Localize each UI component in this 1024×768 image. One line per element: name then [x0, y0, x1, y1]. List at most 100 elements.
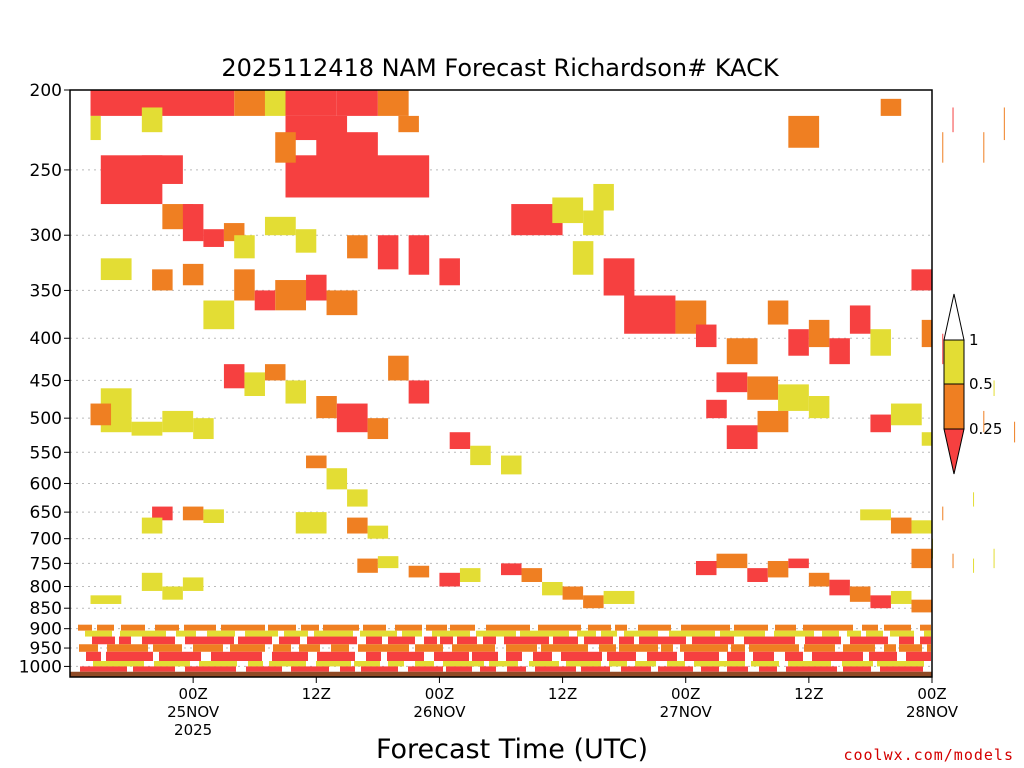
pbl-band-segment	[843, 644, 875, 652]
heatmap-cell	[1014, 421, 1016, 443]
heatmap-cell	[193, 418, 214, 440]
pbl-band-segment	[880, 666, 923, 672]
heatmap-cell	[234, 235, 255, 259]
pbl-band-segment	[284, 630, 308, 637]
pbl-band-segment	[211, 651, 262, 662]
pbl-band-segment	[78, 624, 92, 631]
heatmap-cell	[726, 425, 758, 450]
pbl-band-segment	[314, 630, 353, 637]
heatmap-cell	[162, 586, 183, 600]
pbl-band-segment	[199, 661, 237, 667]
heatmap-cell	[952, 107, 954, 133]
pbl-band-segment	[415, 661, 434, 667]
pbl-band-segment	[457, 636, 477, 645]
x-tick-label: 12Z	[548, 685, 577, 703]
pbl-band-segment	[153, 644, 182, 652]
x-tick-label: 00Z	[178, 685, 207, 703]
pbl-band-segment	[884, 644, 896, 652]
heatmap-cell	[890, 403, 922, 426]
heatmap-cell	[234, 269, 255, 301]
pbl-band-segment	[142, 636, 175, 645]
pbl-band-segment	[387, 651, 424, 662]
y-tick-label: 600	[30, 474, 62, 494]
pbl-band-segment	[658, 666, 693, 672]
y-tick-label: 350	[30, 281, 62, 301]
pbl-band-segment	[609, 661, 627, 667]
grid-lines	[70, 169, 932, 667]
heatmap-cell	[254, 290, 276, 311]
pbl-band-segment	[507, 666, 526, 672]
pbl-band-segment	[899, 644, 922, 652]
pbl-band-segment	[774, 630, 814, 637]
y-tick-label: 900	[30, 620, 62, 640]
colorbar-label: 1	[969, 331, 979, 349]
heatmap-cell	[911, 269, 932, 291]
heatmap-cell	[880, 98, 902, 116]
heatmap-cell	[747, 568, 768, 582]
pbl-band-segment	[443, 661, 484, 667]
pbl-band-segment	[97, 624, 114, 631]
pbl-band-segment	[561, 651, 602, 662]
y-tick-label: 850	[30, 599, 62, 619]
pbl-band-segment	[749, 644, 799, 652]
heatmap-cell	[993, 548, 995, 569]
pbl-band-segment	[307, 636, 357, 645]
pbl-band-segment	[535, 666, 576, 672]
pbl-band-segment	[661, 644, 673, 652]
x-tick-label: 28NOV	[906, 703, 959, 721]
heatmap-cell	[90, 115, 101, 141]
heatmap-cell	[747, 376, 779, 400]
y-tick-label: 750	[30, 554, 62, 574]
pbl-band-segment	[79, 644, 98, 652]
heatmap-cell	[808, 396, 830, 419]
heatmap-cell	[470, 445, 491, 466]
heatmap-cell	[203, 509, 224, 523]
heatmap-cell	[182, 204, 204, 242]
pbl-band-segment	[317, 651, 355, 662]
heatmap-cell	[870, 414, 891, 433]
heatmap-cell	[788, 329, 809, 356]
pbl-band-segment	[424, 636, 437, 645]
pbl-band-segment	[869, 651, 897, 662]
y-tick-label: 1000	[19, 657, 62, 677]
heatmap-cell	[141, 572, 163, 591]
pbl-band-segment	[360, 630, 397, 637]
heatmap-cell	[439, 572, 460, 587]
x-tick-label: 2025	[174, 721, 212, 739]
pbl-band-segment	[877, 661, 924, 667]
heatmap-cell	[388, 355, 409, 381]
pbl-band-segment	[483, 636, 496, 645]
pbl-band-segment	[476, 630, 516, 637]
pbl-band-segment	[731, 644, 745, 652]
colorbar: 1 0.5 0.25	[943, 293, 1002, 475]
heatmap-cell	[726, 338, 758, 365]
pbl-band-segment	[93, 661, 144, 667]
pbl-band-segment	[635, 661, 656, 667]
pbl-band-segment	[221, 624, 265, 631]
heatmap-cell	[295, 229, 317, 253]
pbl-band-segment	[744, 636, 795, 645]
heatmap-cell	[993, 380, 995, 397]
x-tick-label: 12Z	[302, 685, 331, 703]
heatmap-cell	[306, 274, 327, 301]
heatmap-cell	[182, 577, 204, 591]
x-tick-label: 00Z	[671, 685, 700, 703]
heatmap-cell	[603, 258, 635, 296]
y-tick-label: 200	[30, 81, 62, 101]
pbl-band-segment	[230, 644, 265, 652]
pbl-band-segment	[366, 636, 382, 645]
pbl-band-segment	[159, 651, 201, 662]
heatmap-cell	[583, 210, 604, 236]
heatmap-cell	[911, 520, 932, 534]
pbl-band-segment	[185, 666, 236, 672]
pbl-band-segment	[489, 661, 518, 667]
y-axis: 200 250 300 350 400 450 500 550 600 650 700 750 8008…	[19, 81, 70, 677]
pbl-band-segment	[786, 666, 837, 672]
heatmap-cell	[788, 558, 809, 569]
heatmap-cell	[90, 403, 112, 426]
pbl-band-segment	[279, 636, 300, 645]
pbl-band-segment	[119, 636, 131, 645]
heatmap-cell	[264, 364, 286, 381]
colorbar-label: 0.5	[969, 375, 993, 393]
pbl-band-segment	[847, 630, 861, 637]
